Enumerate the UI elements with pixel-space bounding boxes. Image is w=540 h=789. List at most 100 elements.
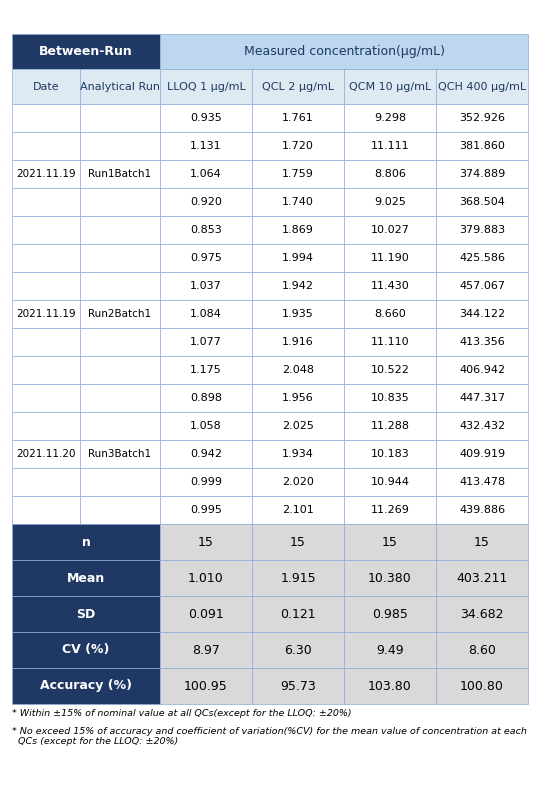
Bar xyxy=(160,69,252,104)
Bar xyxy=(436,216,528,244)
Text: * No exceed 15% of accuracy and coefficient of variation(%CV) for the mean value: * No exceed 15% of accuracy and coeffici… xyxy=(12,727,527,746)
Bar xyxy=(252,384,344,412)
Text: 1.175: 1.175 xyxy=(190,365,222,375)
Text: 374.889: 374.889 xyxy=(459,169,505,179)
Bar xyxy=(344,496,436,524)
Text: 0.920: 0.920 xyxy=(190,197,222,207)
Bar xyxy=(344,356,436,384)
Bar xyxy=(80,468,160,496)
Bar xyxy=(252,596,344,632)
Text: Accuracy (%): Accuracy (%) xyxy=(40,679,132,693)
Bar xyxy=(252,632,344,668)
Text: 1.869: 1.869 xyxy=(282,225,314,235)
Bar xyxy=(160,524,252,560)
Bar xyxy=(80,216,160,244)
Bar xyxy=(436,188,528,216)
Bar xyxy=(436,468,528,496)
Bar xyxy=(80,496,160,524)
Bar xyxy=(80,412,160,440)
Bar xyxy=(160,384,252,412)
Bar xyxy=(12,496,80,524)
Text: 2.101: 2.101 xyxy=(282,505,314,515)
Bar xyxy=(436,132,528,160)
Bar xyxy=(252,216,344,244)
Bar xyxy=(160,596,252,632)
Text: 0.935: 0.935 xyxy=(190,113,222,123)
Bar xyxy=(344,160,436,188)
Text: 447.317: 447.317 xyxy=(459,393,505,403)
Text: 381.860: 381.860 xyxy=(459,141,505,151)
Bar xyxy=(252,104,344,132)
Text: 11.288: 11.288 xyxy=(370,421,409,431)
Bar xyxy=(344,384,436,412)
Bar xyxy=(252,272,344,300)
Text: 100.95: 100.95 xyxy=(184,679,228,693)
Bar xyxy=(436,496,528,524)
Text: 0.942: 0.942 xyxy=(190,449,222,459)
Bar xyxy=(12,188,80,216)
Text: Measured concentration(μg/mL): Measured concentration(μg/mL) xyxy=(244,45,444,58)
Bar xyxy=(160,272,252,300)
Bar xyxy=(252,160,344,188)
Text: 8.60: 8.60 xyxy=(468,644,496,656)
Bar xyxy=(12,596,160,632)
Bar xyxy=(252,356,344,384)
Bar xyxy=(12,668,160,704)
Bar xyxy=(436,632,528,668)
Bar xyxy=(12,300,80,328)
Text: 11.110: 11.110 xyxy=(370,337,409,347)
Bar xyxy=(252,300,344,328)
Bar xyxy=(80,440,160,468)
Text: 100.80: 100.80 xyxy=(460,679,504,693)
Bar xyxy=(80,356,160,384)
Bar xyxy=(344,104,436,132)
Bar xyxy=(252,69,344,104)
Text: CV (%): CV (%) xyxy=(62,644,110,656)
Bar xyxy=(436,328,528,356)
Text: Run1Batch1: Run1Batch1 xyxy=(89,169,152,179)
Bar xyxy=(12,412,80,440)
Bar xyxy=(436,272,528,300)
Text: 2.025: 2.025 xyxy=(282,421,314,431)
Text: 1.131: 1.131 xyxy=(190,141,222,151)
Bar xyxy=(12,69,80,104)
Bar xyxy=(344,272,436,300)
Text: 457.067: 457.067 xyxy=(459,281,505,291)
Bar xyxy=(436,300,528,328)
Text: 0.985: 0.985 xyxy=(372,608,408,620)
Text: 1.915: 1.915 xyxy=(280,571,316,585)
Text: Date: Date xyxy=(33,81,59,92)
Text: 10.380: 10.380 xyxy=(368,571,412,585)
Bar xyxy=(436,440,528,468)
Text: 95.73: 95.73 xyxy=(280,679,316,693)
Text: n: n xyxy=(82,536,90,548)
Text: 11.111: 11.111 xyxy=(370,141,409,151)
Text: 1.010: 1.010 xyxy=(188,571,224,585)
Bar xyxy=(344,524,436,560)
Bar xyxy=(436,356,528,384)
Bar xyxy=(344,69,436,104)
Text: 10.183: 10.183 xyxy=(370,449,409,459)
Bar xyxy=(12,632,160,668)
Text: 1.942: 1.942 xyxy=(282,281,314,291)
Bar xyxy=(12,384,80,412)
Text: LLOQ 1 μg/mL: LLOQ 1 μg/mL xyxy=(167,81,245,92)
Text: Run2Batch1: Run2Batch1 xyxy=(89,309,152,319)
Bar xyxy=(80,244,160,272)
Bar xyxy=(160,34,528,69)
Text: SD: SD xyxy=(76,608,96,620)
Bar xyxy=(12,272,80,300)
Bar xyxy=(12,216,80,244)
Text: 2021.11.19: 2021.11.19 xyxy=(16,309,76,319)
Text: 11.190: 11.190 xyxy=(370,253,409,263)
Bar xyxy=(160,632,252,668)
Text: 403.211: 403.211 xyxy=(456,571,508,585)
Text: 8.660: 8.660 xyxy=(374,309,406,319)
Text: 2.048: 2.048 xyxy=(282,365,314,375)
Text: 9.49: 9.49 xyxy=(376,644,404,656)
Text: 1.720: 1.720 xyxy=(282,141,314,151)
Bar xyxy=(160,104,252,132)
Bar xyxy=(80,104,160,132)
Text: 0.898: 0.898 xyxy=(190,393,222,403)
Text: 10.027: 10.027 xyxy=(370,225,409,235)
